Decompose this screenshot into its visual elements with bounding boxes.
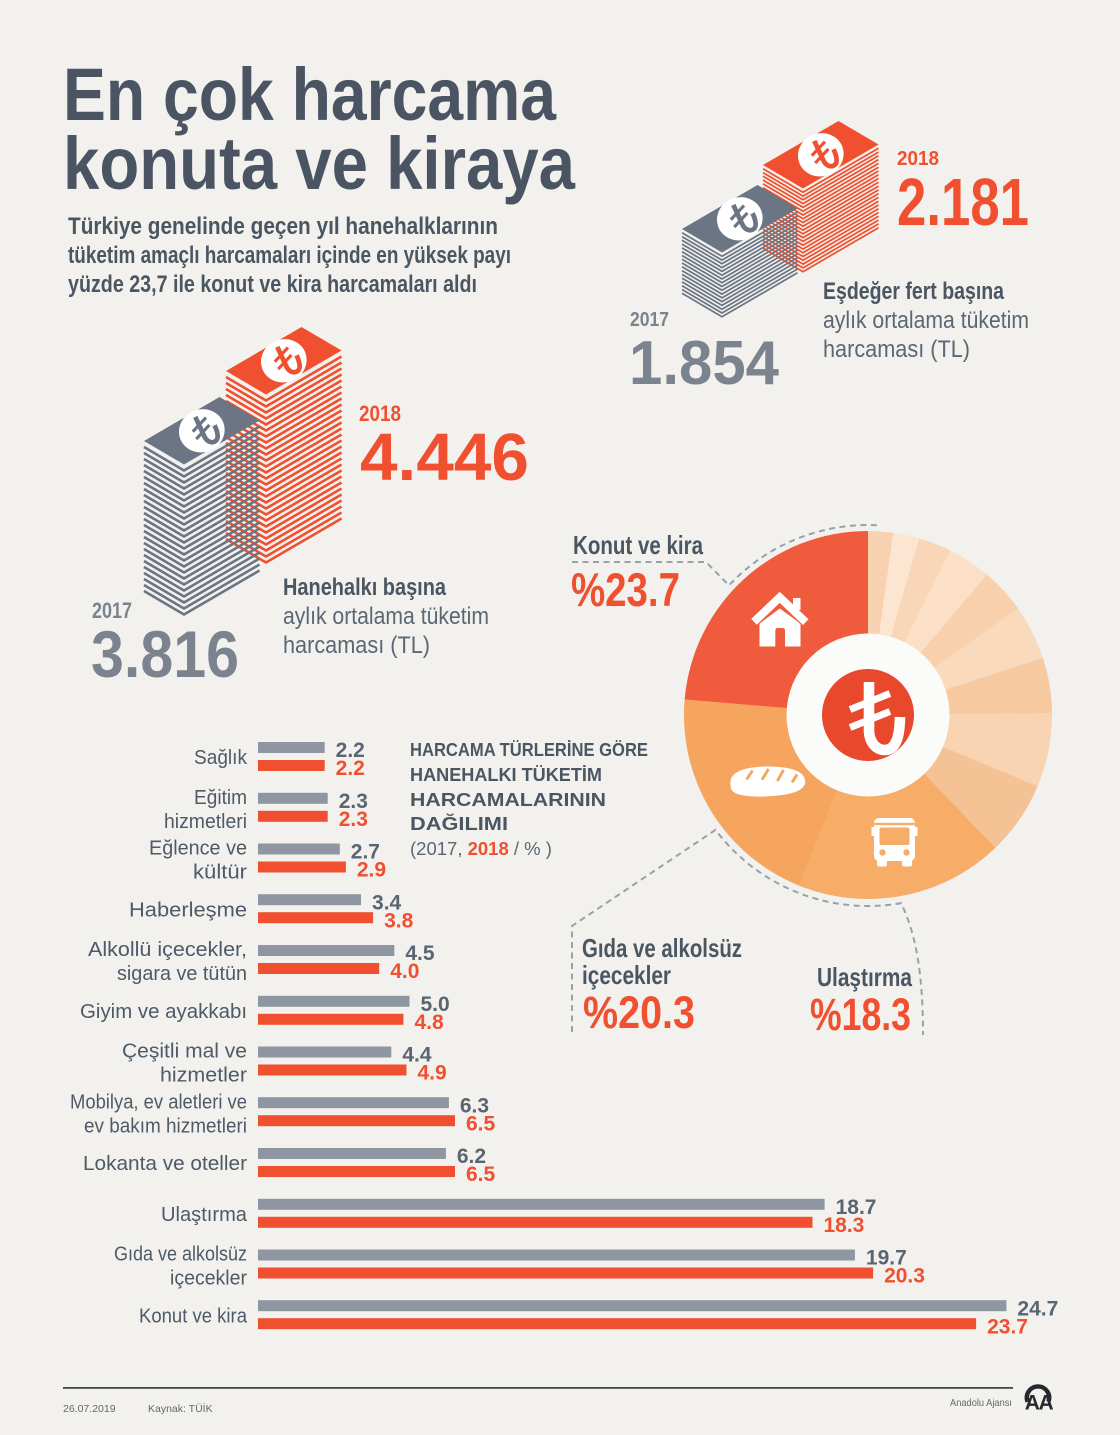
svg-text:5.0: 5.0 (421, 993, 450, 1016)
svg-text:Ulaştırma: Ulaştırma (817, 962, 912, 992)
svg-text:1.854: 1.854 (629, 329, 779, 398)
svg-text:24.7: 24.7 (1017, 1297, 1058, 1320)
svg-text:6.5: 6.5 (466, 1112, 496, 1135)
svg-text:2017: 2017 (92, 598, 132, 623)
svg-text:tüketim amaçlı harcamaları içi: tüketim amaçlı harcamaları içinde en yük… (68, 242, 511, 269)
svg-text:aylık ortalama tüketim: aylık ortalama tüketim (823, 307, 1029, 334)
svg-text:4.8: 4.8 (414, 1011, 444, 1034)
svg-text:6.3: 6.3 (460, 1094, 489, 1117)
svg-text:aylık ortalama tüketim: aylık ortalama tüketim (283, 603, 489, 630)
svg-text:2.3: 2.3 (339, 790, 368, 813)
svg-text:2.181: 2.181 (897, 165, 1029, 240)
svg-text:harcaması (TL): harcaması (TL) (283, 632, 430, 659)
svg-text:ev bakım hizmetleri: ev bakım hizmetleri (84, 1115, 247, 1137)
svg-text:2.2: 2.2 (336, 757, 365, 780)
svg-text:HARCAMA TÜRLERİNE GÖRE: HARCAMA TÜRLERİNE GÖRE (410, 739, 648, 760)
svg-text:HANEHALKI TÜKETİM: HANEHALKI TÜKETİM (410, 764, 602, 785)
svg-text:26.07.2019: 26.07.2019 (63, 1403, 116, 1415)
svg-text:23.7: 23.7 (987, 1315, 1028, 1338)
svg-text:4.9: 4.9 (417, 1062, 446, 1085)
svg-text:yüzde 23,7 ile konut ve kira h: yüzde 23,7 ile konut ve kira harcamaları… (68, 271, 477, 298)
svg-text:2018: 2018 (897, 148, 939, 170)
svg-text:4.5: 4.5 (405, 942, 435, 965)
svg-text:Eğitim: Eğitim (194, 787, 247, 809)
svg-text:Anadolu Ajansı: Anadolu Ajansı (950, 1397, 1012, 1409)
svg-text:18.7: 18.7 (836, 1196, 877, 1219)
svg-text:DAĞILIMI: DAĞILIMI (410, 813, 508, 834)
svg-text:%18.3: %18.3 (810, 989, 911, 1040)
svg-text:19.7: 19.7 (866, 1247, 907, 1270)
svg-text:2.3: 2.3 (339, 808, 368, 831)
svg-text:6.2: 6.2 (457, 1145, 486, 1168)
svg-text:Çeşitli mal ve: Çeşitli mal ve (122, 1041, 247, 1063)
svg-text:4.4: 4.4 (402, 1044, 432, 1067)
svg-text:sigara ve tütün: sigara ve tütün (117, 963, 247, 985)
svg-text:18.3: 18.3 (823, 1214, 864, 1237)
svg-text:Konut ve kira: Konut ve kira (573, 530, 703, 560)
svg-text:Haberleşme: Haberleşme (129, 899, 247, 921)
svg-text:hizmetleri: hizmetleri (164, 811, 247, 833)
svg-text:Gıda ve alkolsüz: Gıda ve alkolsüz (114, 1244, 247, 1266)
svg-text:Hanehalkı başına: Hanehalkı başına (283, 574, 447, 601)
svg-text:4.446: 4.446 (360, 420, 529, 495)
svg-text:Eşdeğer fert başına: Eşdeğer fert başına (823, 278, 1005, 305)
svg-text:2.9: 2.9 (357, 859, 386, 882)
svg-text:Kaynak: TÜİK: Kaynak: TÜİK (148, 1402, 213, 1415)
svg-text:4.0: 4.0 (390, 960, 419, 983)
svg-text:3.816: 3.816 (91, 617, 239, 691)
svg-text:kültür: kültür (193, 862, 247, 884)
svg-text:En çok harcama: En çok harcama (63, 53, 557, 136)
svg-text:2017: 2017 (630, 309, 669, 331)
svg-text:harcaması (TL): harcaması (TL) (823, 336, 970, 363)
svg-text:2018: 2018 (359, 401, 401, 426)
svg-text:içecekler: içecekler (170, 1268, 247, 1290)
svg-text:(2017, 2018 / % ): (2017, 2018 / % ) (410, 838, 552, 859)
svg-text:Alkollü içecekler,: Alkollü içecekler, (88, 939, 247, 961)
svg-text:6.5: 6.5 (466, 1163, 496, 1186)
svg-text:Lokanta ve oteller: Lokanta ve oteller (83, 1153, 247, 1175)
svg-text:Gıda ve alkolsüz: Gıda ve alkolsüz (582, 933, 742, 963)
svg-text:20.3: 20.3 (884, 1265, 925, 1288)
svg-text:Ulaştırma: Ulaştırma (161, 1204, 248, 1226)
svg-text:Türkiye genelinde geçen yıl ha: Türkiye genelinde geçen yıl hanehalkları… (68, 213, 498, 240)
svg-text:2.7: 2.7 (351, 841, 380, 864)
svg-text:Eğlence ve: Eğlence ve (149, 838, 247, 860)
svg-text:Giyim ve ayakkabı: Giyim ve ayakkabı (80, 1001, 247, 1023)
svg-text:2.2: 2.2 (336, 739, 365, 762)
svg-text:Sağlık: Sağlık (194, 747, 248, 769)
svg-text:%23.7: %23.7 (571, 563, 680, 616)
svg-text:HARCAMALARININ: HARCAMALARININ (410, 789, 606, 810)
svg-text:3.8: 3.8 (384, 909, 414, 932)
svg-text:AA: AA (1025, 1392, 1054, 1415)
svg-text:içecekler: içecekler (582, 960, 671, 990)
svg-text:hizmetler: hizmetler (160, 1065, 247, 1087)
svg-text:konuta ve kiraya: konuta ve kiraya (63, 122, 576, 205)
svg-text:Konut ve kira: Konut ve kira (139, 1305, 248, 1327)
svg-text:%20.3: %20.3 (583, 987, 695, 1038)
svg-text:Mobilya, ev aletleri ve: Mobilya, ev aletleri ve (70, 1091, 247, 1113)
svg-text:3.4: 3.4 (372, 891, 402, 914)
